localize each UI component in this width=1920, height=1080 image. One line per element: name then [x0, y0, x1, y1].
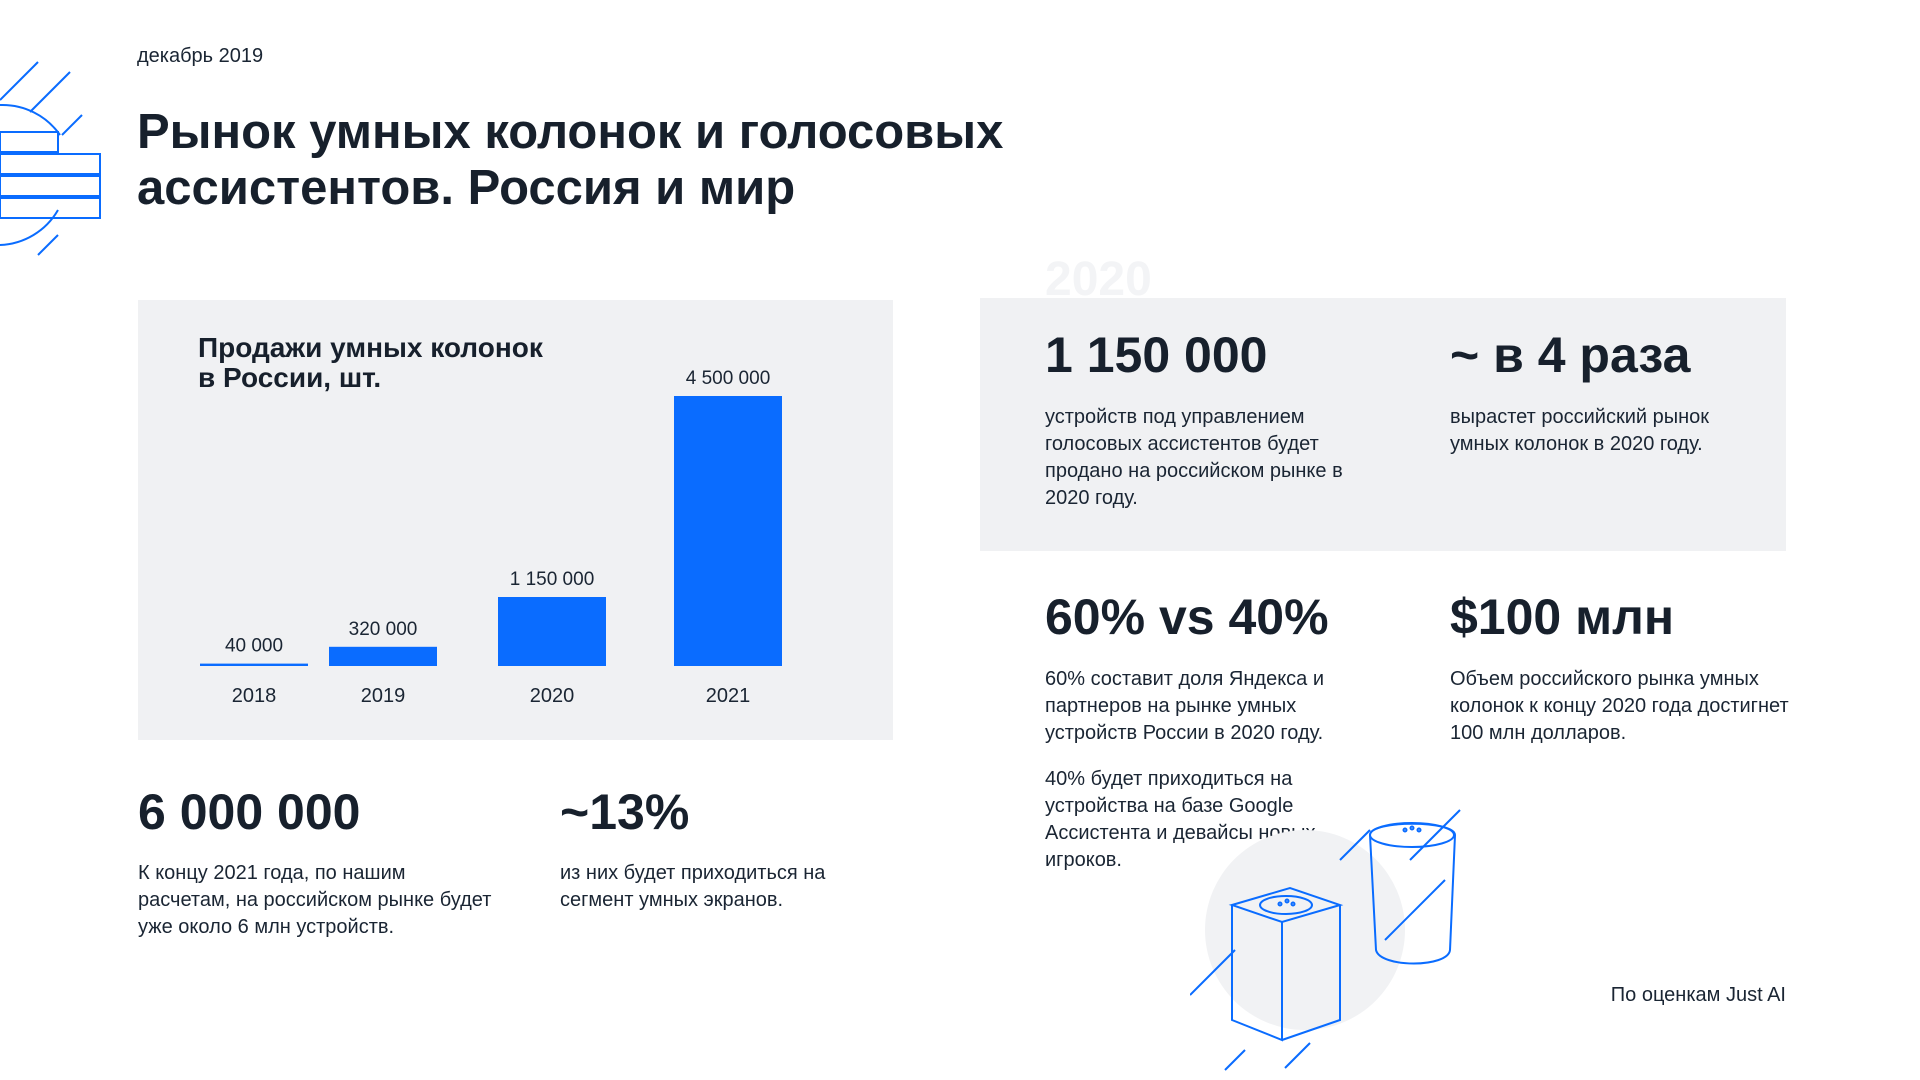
- chart-title-line1: Продажи умных колонок: [198, 332, 543, 363]
- bar-2021: [674, 396, 782, 666]
- stat-share-value: 60% vs 40%: [1045, 589, 1329, 645]
- stats-panel: [980, 298, 1786, 551]
- stat-total-2021-value: 6 000 000: [138, 784, 361, 840]
- stat-share-desc-2: 40% будет приходиться на устройства на б…: [1045, 768, 1316, 871]
- stat-screens-desc: из них будет приходиться на сегмент умны…: [560, 862, 826, 911]
- stat-screens-value: ~13%: [560, 784, 690, 840]
- stat-share-desc: 60% составит доля Яндекса и партнеров на…: [1045, 668, 1325, 744]
- bar-2019: [329, 646, 437, 666]
- category-label-2021: 2021: [706, 685, 751, 707]
- bar-value-label-2018: 40 000: [225, 636, 283, 657]
- sales-bar-chart: 40 000 2018 320 000 2019 1 150 000 2020 4 500 …: [200, 368, 782, 707]
- category-label-2019: 2019: [361, 685, 406, 707]
- chart-title: Продажи умных колонок в России, шт.: [198, 333, 543, 393]
- bar-2020: [498, 597, 606, 666]
- bar-value-label-2019: 320 000: [349, 619, 418, 640]
- category-label-2020: 2020: [530, 685, 575, 707]
- stat-total-2021-desc: К концу 2021 года, по нашим расчетам, на…: [138, 862, 492, 938]
- bar-value-label-2020: 1 150 000: [510, 569, 595, 590]
- striped-globe-icon: [0, 61, 101, 256]
- bar-2018: [200, 663, 308, 666]
- date-label: декабрь 2019: [137, 45, 264, 67]
- stat-devices-2020-desc: устройств под управлением голосовых асси…: [1045, 406, 1343, 509]
- page-title-line1: Рынок умных колонок и голосовых: [137, 105, 1004, 159]
- category-label-2018: 2018: [232, 685, 277, 707]
- ghost-year-label: 2020: [1045, 253, 1152, 306]
- stat-growth-desc: вырастет российский рынок умных колонок …: [1450, 406, 1710, 455]
- source-note: По оценкам Just AI: [1610, 984, 1786, 1006]
- stat-devices-2020-value: 1 150 000: [1045, 327, 1268, 383]
- stat-growth-value: ~ в 4 раза: [1450, 327, 1691, 383]
- smart-speakers-illustration: [1190, 809, 1461, 1071]
- stat-market-desc: Объем российского рынка умных колонок к …: [1450, 668, 1789, 744]
- stat-market-value: $100 млн: [1450, 589, 1675, 645]
- chart-title-line2: в России, шт.: [198, 362, 382, 393]
- bar-value-label-2021: 4 500 000: [686, 368, 771, 389]
- page-title-line2: ассистентов. Россия и мир: [137, 161, 796, 215]
- page-title: Рынок умных колонок и голосовых ассистен…: [137, 104, 1137, 216]
